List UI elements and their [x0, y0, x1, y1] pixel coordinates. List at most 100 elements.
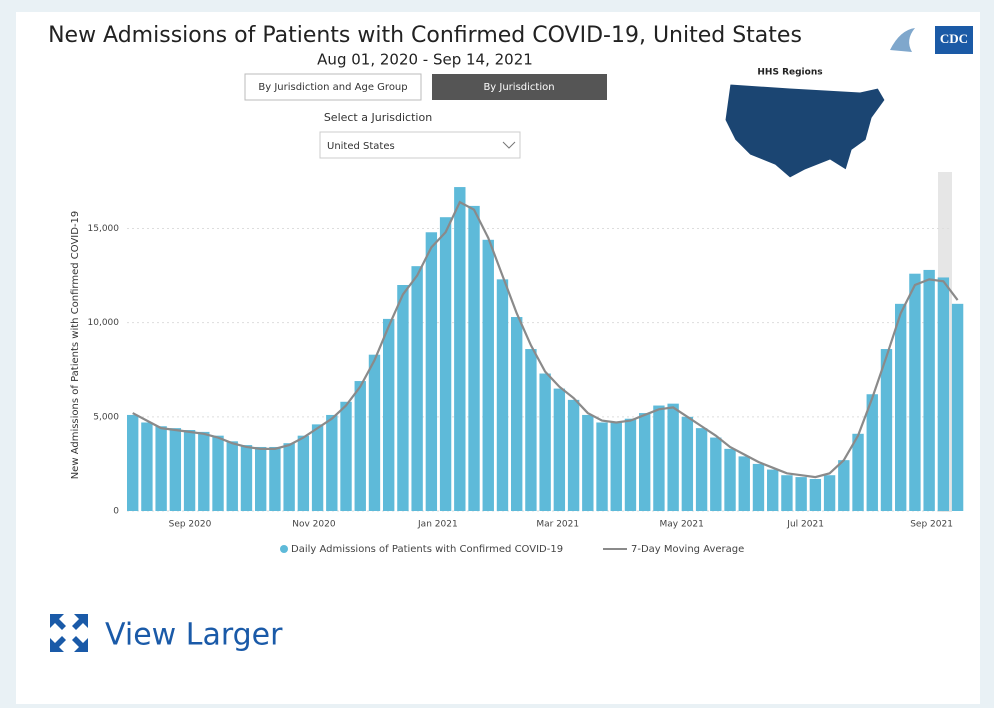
bar	[923, 269, 935, 511]
bar	[809, 478, 822, 511]
bar	[781, 475, 793, 511]
dropdown-value: United States	[327, 141, 395, 152]
bar	[624, 418, 637, 511]
legend-label: 7-Day Moving Average	[631, 544, 744, 555]
bar	[511, 317, 523, 511]
x-tick-label: Mar 2021	[536, 520, 579, 530]
bar	[823, 475, 836, 511]
bar	[439, 217, 452, 511]
bar	[937, 277, 950, 511]
view-larger-link[interactable]: View Larger	[105, 618, 283, 653]
x-tick-label: Sep 2020	[169, 520, 212, 530]
dropdown-label: Select a Jurisdiction	[324, 111, 432, 124]
bar	[738, 456, 750, 511]
bar	[895, 303, 907, 511]
bar	[795, 477, 807, 511]
bar	[838, 460, 850, 511]
bar	[368, 354, 381, 511]
icon-part	[50, 614, 66, 630]
bar	[326, 414, 338, 511]
bar	[639, 413, 651, 511]
bar	[255, 446, 267, 511]
bar	[852, 433, 864, 511]
bar	[297, 435, 310, 511]
bar	[951, 303, 964, 511]
bar	[397, 285, 409, 511]
bar	[866, 394, 878, 511]
bar	[454, 187, 466, 512]
icon-part	[72, 614, 88, 630]
bar	[909, 273, 921, 511]
bar	[582, 414, 594, 511]
bar	[183, 430, 196, 511]
bar	[767, 469, 779, 511]
y-axis-label: New Admissions of Patients with Confirme…	[70, 211, 81, 480]
bar	[383, 318, 395, 511]
x-tick-label: May 2021	[659, 520, 703, 530]
bar	[468, 205, 480, 511]
dropdown[interactable]	[319, 131, 521, 159]
bar	[411, 266, 423, 511]
bar	[212, 435, 224, 511]
chart-subtitle: Aug 01, 2020 - Sep 14, 2021	[317, 51, 533, 69]
logo-text: CDC	[940, 31, 968, 46]
bar	[496, 279, 509, 511]
bar	[226, 441, 238, 511]
y-tick-label: 5,000	[93, 412, 119, 422]
bar	[354, 381, 366, 511]
bar	[567, 399, 580, 511]
bar	[553, 388, 566, 511]
bar	[539, 373, 551, 511]
hhs-eagle	[890, 28, 915, 52]
x-tick-label: Nov 2020	[292, 520, 336, 530]
legend-label: Daily Admissions of Patients with Confir…	[291, 544, 563, 555]
bar	[340, 401, 352, 511]
bar	[724, 448, 736, 511]
bar	[667, 403, 679, 511]
bar	[155, 426, 167, 511]
dropdown-arrow	[502, 141, 516, 149]
map-title: HHS Regions	[757, 68, 822, 78]
bar	[198, 431, 210, 511]
bar	[752, 463, 765, 511]
moving-average-line	[132, 200, 959, 479]
tab[interactable]	[244, 73, 422, 101]
tab-label: By Jurisdiction	[483, 82, 554, 93]
bar	[283, 443, 295, 511]
bar	[240, 445, 253, 511]
bar	[482, 239, 494, 512]
icon-part	[72, 636, 88, 652]
bar	[525, 349, 537, 511]
legend-swatch	[280, 545, 288, 553]
bar	[681, 416, 694, 511]
bar	[695, 428, 708, 511]
y-tick-label: 0	[113, 507, 119, 517]
plot: 0 5,000 10,000 15,000 Sep 2020 Nov 2020 Jan 20…	[88, 187, 964, 530]
x-tick-label: Sep 2021	[910, 520, 953, 530]
tab-label: By Jurisdiction and Age Group	[258, 82, 407, 93]
expand-icon[interactable]	[50, 614, 88, 652]
tab-active[interactable]	[432, 74, 607, 100]
y-tick-label: 15,000	[88, 224, 120, 234]
bar	[710, 437, 722, 511]
y-tick-label: 10,000	[88, 318, 120, 328]
cdc-logo: CDC	[890, 26, 973, 54]
logo-box	[935, 26, 973, 54]
x-tick-label: Jul 2021	[786, 520, 824, 530]
x-tick-label: Jan 2021	[417, 520, 458, 530]
bar	[169, 428, 182, 511]
bar	[610, 422, 622, 511]
bar	[311, 424, 324, 511]
bar	[880, 349, 893, 511]
bar	[269, 446, 281, 511]
bar	[141, 422, 153, 511]
chart-title: New Admissions of Patients with Confirme…	[48, 23, 802, 48]
icon-part	[50, 636, 66, 652]
bar	[596, 422, 608, 511]
hhs-map	[724, 83, 886, 179]
bar	[653, 405, 665, 511]
bar	[425, 232, 438, 511]
bar	[127, 414, 139, 511]
